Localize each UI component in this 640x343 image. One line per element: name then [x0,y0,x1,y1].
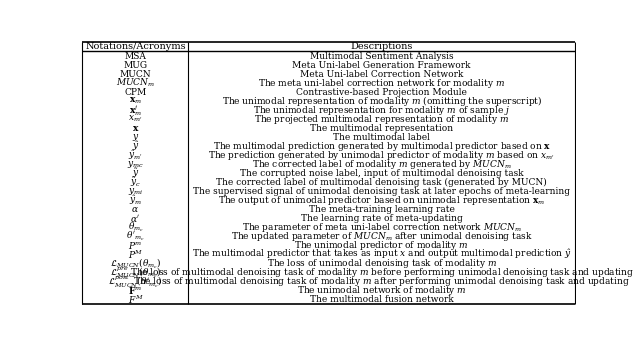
Text: Notations/Acronyms: Notations/Acronyms [85,43,186,51]
Text: The unimodal representation for modality $m$ of sample $j$: The unimodal representation for modality… [253,104,510,117]
Text: The prediction generated by unimodal predictor of modality $m$ based on $x_{m'}$: The prediction generated by unimodal pre… [208,149,555,162]
Text: $\alpha$: $\alpha$ [131,205,140,214]
Text: $\mathcal{L}^{post}_{MUCN}(\theta'_{m_c})$: $\mathcal{L}^{post}_{MUCN}(\theta'_{m_c}… [108,273,163,289]
Text: The supervised signal of unimodal denoising task at later epochs of meta-learnin: The supervised signal of unimodal denois… [193,187,570,196]
Text: MUG: MUG [124,60,147,70]
Text: Meta Uni-label Generation Framework: Meta Uni-label Generation Framework [292,60,471,70]
Text: The meta-training learning rate: The meta-training learning rate [308,205,454,214]
Text: $\tilde{y}_c$: $\tilde{y}_c$ [130,175,141,189]
Text: Meta Uni-label Correction Network: Meta Uni-label Correction Network [300,70,463,79]
Text: The loss of multimodal denoising task of modality $m$ before performing unimodal: The loss of multimodal denoising task of… [130,266,634,279]
Text: $\mathbf{x}_m$: $\mathbf{x}_m$ [129,96,142,106]
Text: The output of unimodal predictor based on unimodal representation $\mathbf{x}_m$: The output of unimodal predictor based o… [218,194,545,207]
Text: The learning rate of meta-updating: The learning rate of meta-updating [301,214,463,223]
Text: The parameter of meta uni-label correction network $MUCN_m$: The parameter of meta uni-label correcti… [241,221,522,234]
Text: The multimodal prediction generated by multimodal predictor based on $\mathbf{x}: The multimodal prediction generated by m… [212,140,551,153]
Text: $y$: $y$ [132,132,139,143]
Text: $y_{mi}$: $y_{mi}$ [128,186,143,197]
Text: The multimodal fusion network: The multimodal fusion network [310,295,454,304]
Text: The loss of multimodal denoising task of modality $m$ after performing unimodal : The loss of multimodal denoising task of… [133,275,630,288]
Text: Contrastive-based Projection Module: Contrastive-based Projection Module [296,87,467,97]
Text: $\hat{y}_m$: $\hat{y}_m$ [129,193,142,207]
Text: $\hat{y}_{m'}$: $\hat{y}_{m'}$ [128,149,143,162]
Text: $P^M$: $P^M$ [127,248,143,261]
Text: $\hat{y}$: $\hat{y}$ [132,139,139,153]
Text: $y_{mc}$: $y_{mc}$ [127,159,144,170]
Text: Multimodal Sentiment Analysis: Multimodal Sentiment Analysis [310,51,454,60]
Text: $\mathbf{x}$: $\mathbf{x}$ [132,123,139,133]
Text: $MUCN_m$: $MUCN_m$ [116,77,155,89]
Text: $\mathcal{L}^{pre}_{MUCN}(\theta_{m_c})$: $\mathcal{L}^{pre}_{MUCN}(\theta_{m_c})$ [110,265,161,280]
Text: The corrected label of modality $m$ generated by $MUCN_m$: The corrected label of modality $m$ gene… [252,158,511,171]
Text: $x_{m'}$: $x_{m'}$ [128,114,143,125]
Text: The multimodal label: The multimodal label [333,133,430,142]
Text: $\mathbf{x}_m^j$: $\mathbf{x}_m^j$ [129,103,142,118]
Text: $\theta_{m_c}$: $\theta_{m_c}$ [127,221,143,234]
Text: The projected multimodal representation of modality $m$: The projected multimodal representation … [254,113,509,126]
Text: $\alpha'$: $\alpha'$ [131,213,141,224]
Text: CPM: CPM [124,87,147,97]
Text: MSA: MSA [125,51,147,60]
Text: Descriptions: Descriptions [351,43,413,51]
Text: $\mathcal{L}_{MUCN}(\theta_{m_c})$: $\mathcal{L}_{MUCN}(\theta_{m_c})$ [110,256,161,271]
Text: The unimodal representation of modality $m$ (omitting the superscript): The unimodal representation of modality … [221,94,542,108]
Text: The updated parameter of $MUCN_m$ after unimodal denoising task: The updated parameter of $MUCN_m$ after … [231,230,532,243]
Text: MUCN: MUCN [120,70,151,79]
Text: $\theta'_{m_c}$: $\theta'_{m_c}$ [126,229,145,243]
Text: The unimodal predictor of modality $m$: The unimodal predictor of modality $m$ [294,239,469,252]
Text: The corrupted noise label, input of multimodal denoising task: The corrupted noise label, input of mult… [240,169,524,178]
Text: The corrected label of multimodal denoising task (generated by MUCN): The corrected label of multimodal denois… [216,178,547,187]
Text: The multimodal representation: The multimodal representation [310,123,453,133]
Text: $\tilde{y}$: $\tilde{y}$ [132,166,139,180]
Text: The loss of unimodal denoising task of modality $m$: The loss of unimodal denoising task of m… [267,257,497,270]
Text: $\mathbf{F}^m$: $\mathbf{F}^m$ [129,285,143,296]
Text: The unimodal network of modality $m$: The unimodal network of modality $m$ [297,284,467,297]
Text: $F^M$: $F^M$ [127,293,143,306]
Text: The meta uni-label correction network for modality $m$: The meta uni-label correction network fo… [258,76,505,90]
Text: The multimodal predictor that takes as input $x$ and output multimodal predictio: The multimodal predictor that takes as i… [192,248,572,261]
Text: $P^m$: $P^m$ [128,240,143,251]
